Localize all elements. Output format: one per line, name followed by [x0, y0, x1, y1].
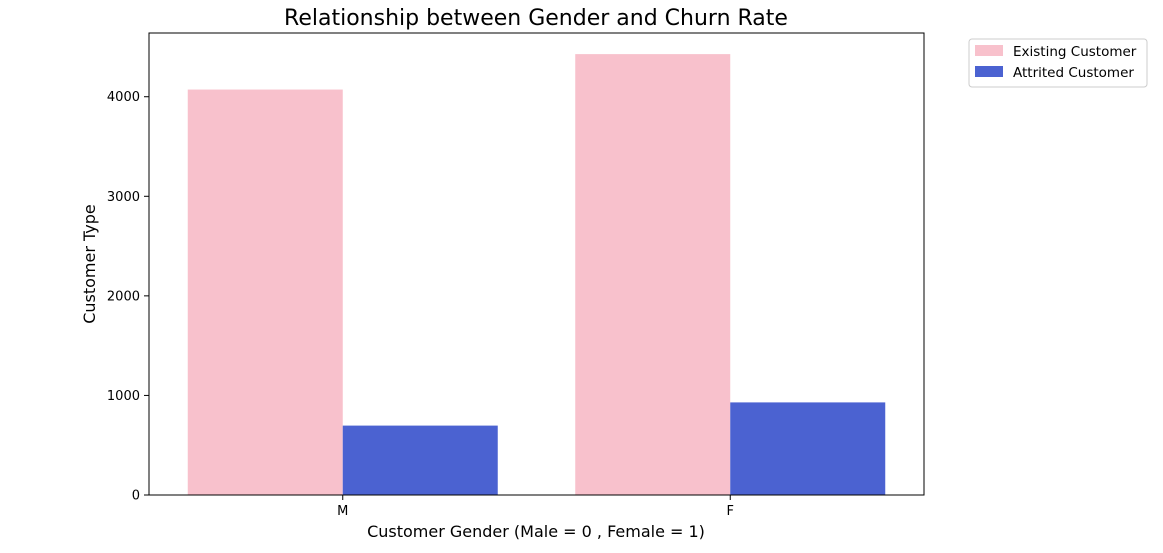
- bar-attrited-customer-m: [342, 425, 498, 495]
- y-axis-label: Customer Type: [80, 204, 99, 324]
- y-tick-label: 0: [132, 489, 140, 504]
- bars-group: [187, 54, 886, 496]
- x-tick-label: M: [337, 504, 348, 519]
- plot-frame: [148, 32, 925, 496]
- legend-swatch-attrited: [975, 66, 1003, 77]
- legend-swatch-existing: [975, 45, 1003, 56]
- x-tick-label: F: [727, 504, 734, 519]
- legend: Existing Customer Attrited Customer: [968, 38, 1148, 88]
- bar-existing-customer-m: [187, 89, 343, 495]
- y-tick-label: 4000: [107, 90, 140, 105]
- bar-attrited-customer-f: [730, 402, 886, 495]
- legend-label-existing: Existing Customer: [1013, 44, 1137, 60]
- y-tick-label: 3000: [107, 190, 140, 205]
- y-tick-label: 1000: [107, 389, 140, 404]
- y-tick-label: 2000: [107, 289, 140, 304]
- y-axis: 0 1000 2000 3000 4000: [107, 90, 149, 504]
- bar-existing-customer-f: [575, 54, 731, 496]
- legend-box: [968, 38, 1148, 88]
- chart-title: Relationship between Gender and Churn Ra…: [284, 6, 788, 31]
- x-axis-label: Customer Gender (Male = 0 , Female = 1): [367, 522, 705, 541]
- legend-label-attrited: Attrited Customer: [1013, 65, 1134, 81]
